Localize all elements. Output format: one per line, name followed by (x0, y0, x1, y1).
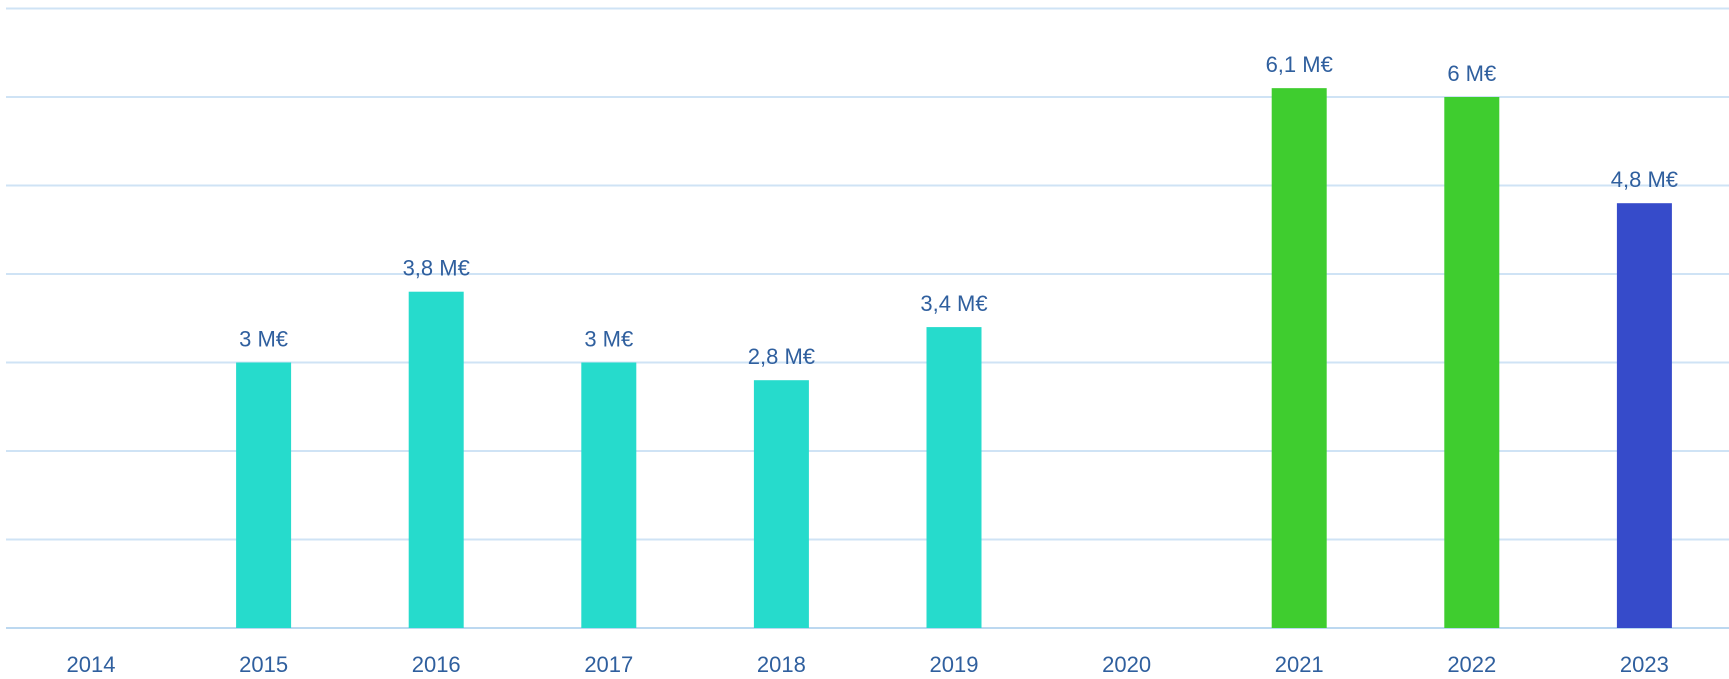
x-tick-label: 2021 (1275, 652, 1324, 677)
data-label-2018: 2,8 M€ (748, 344, 815, 369)
x-tick-label: 2014 (67, 652, 116, 677)
bars (236, 88, 1672, 628)
value-labels: 3 M€ 3,8 M€ 3 M€ 2,8 M€ 3,4 M€ 6,1 M€ 6 M€ 4,8 … (239, 52, 1678, 369)
x-axis-tick-labels: 2014 2015 2016 2017 2018 2019 2020 2021 2022 2023 (67, 652, 1669, 677)
data-label-2015: 3 M€ (239, 327, 288, 352)
bar-2022 (1444, 97, 1500, 628)
x-tick-label: 2022 (1447, 652, 1496, 677)
data-label-2016: 3,8 M€ (403, 256, 470, 281)
bar-2019 (926, 327, 982, 628)
bar-2023 (1616, 203, 1672, 628)
data-label-2023: 4,8 M€ (1611, 167, 1678, 192)
x-tick-label: 2023 (1620, 652, 1669, 677)
data-label-2019: 3,4 M€ (920, 291, 987, 316)
x-tick-label: 2019 (930, 652, 979, 677)
bar-2016 (408, 291, 464, 628)
data-label-2017: 3 M€ (584, 327, 633, 352)
data-label-2021: 6,1 M€ (1266, 52, 1333, 77)
x-tick-label: 2020 (1102, 652, 1151, 677)
data-label-2022: 6 M€ (1447, 61, 1496, 86)
x-tick-label: 2015 (239, 652, 288, 677)
bar-2021 (1271, 88, 1327, 628)
bar-2017 (581, 362, 637, 628)
gridlines (6, 7, 1729, 629)
x-tick-label: 2018 (757, 652, 806, 677)
x-tick-label: 2017 (584, 652, 633, 677)
x-tick-label: 2016 (412, 652, 461, 677)
bar-2015 (236, 362, 292, 628)
bar-2018 (753, 380, 809, 628)
